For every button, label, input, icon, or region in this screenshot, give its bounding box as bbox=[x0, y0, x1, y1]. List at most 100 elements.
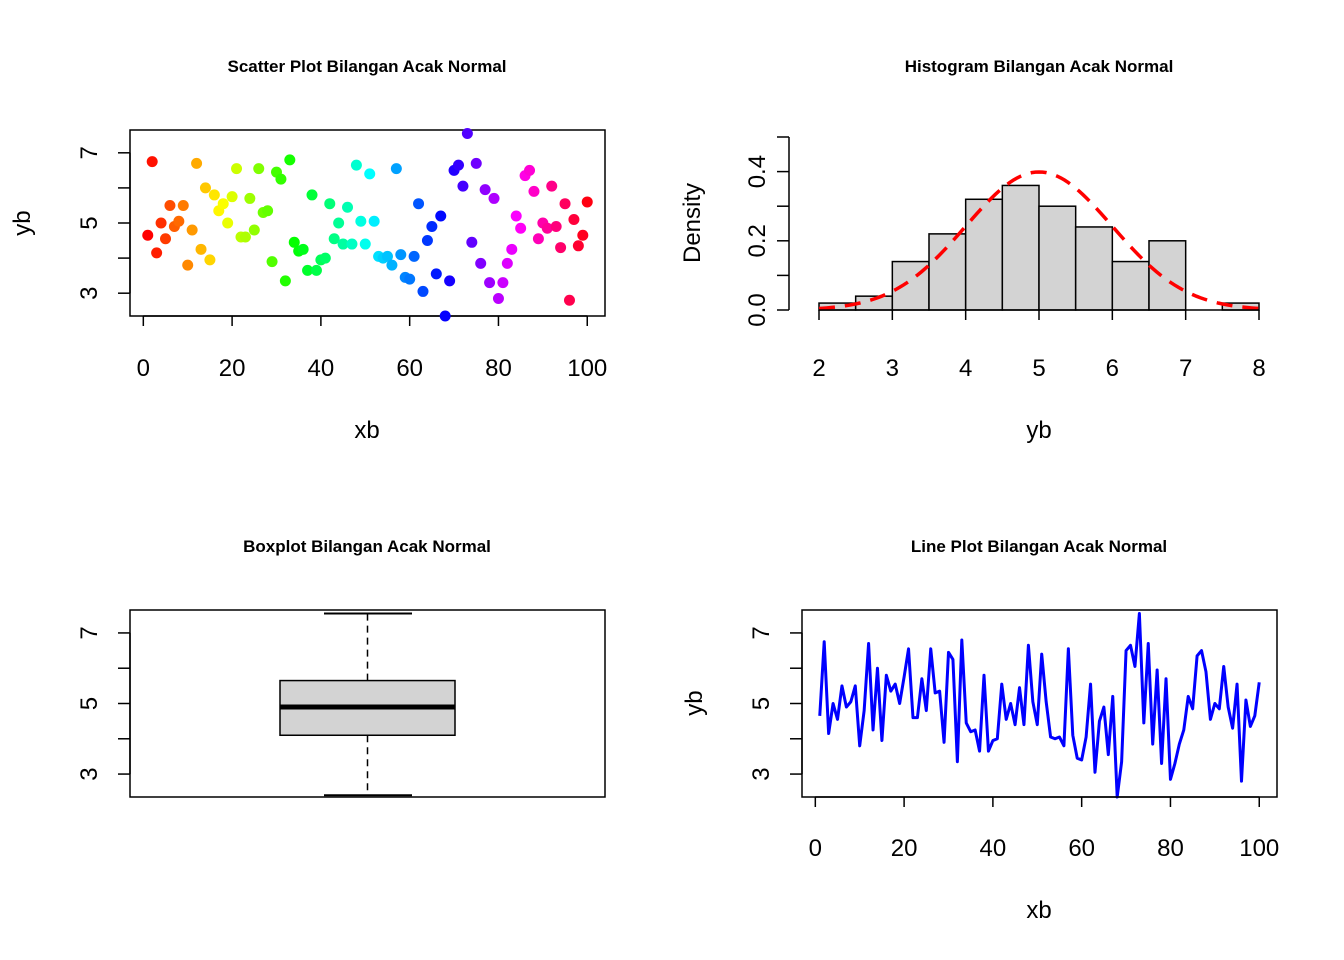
scatter-point bbox=[581, 196, 593, 208]
scatter-x-tick-label: 100 bbox=[567, 355, 607, 382]
histogram-bar bbox=[1038, 205, 1077, 311]
scatter-point bbox=[577, 229, 589, 241]
scatter-title: Scatter Plot Bilangan Acak Normal bbox=[227, 57, 506, 76]
scatter-point bbox=[572, 240, 584, 252]
scatter-point bbox=[310, 264, 322, 276]
lineplot-x-label: xb bbox=[1026, 897, 1051, 924]
scatter-point bbox=[528, 185, 540, 197]
boxplot-title: Boxplot Bilangan Acak Normal bbox=[243, 537, 491, 556]
scatter-x-tick-label: 60 bbox=[396, 355, 423, 382]
histogram-y-tick-label: 0.4 bbox=[744, 155, 771, 188]
boxplot-y-tick-label: 7 bbox=[76, 626, 103, 639]
histogram-bar bbox=[1111, 260, 1150, 311]
boxplot-box bbox=[279, 612, 456, 797]
lineplot-x-tick-label: 80 bbox=[1157, 835, 1184, 862]
scatter-point bbox=[324, 198, 336, 210]
scatter-point bbox=[386, 259, 398, 271]
boxplot-axes: 3 5 7 bbox=[76, 626, 131, 781]
histogram-x-label: yb bbox=[1026, 417, 1051, 444]
scatter-point bbox=[262, 205, 274, 217]
scatter-point bbox=[541, 222, 553, 234]
scatter-point bbox=[368, 215, 380, 227]
scatter-y-tick-label: 3 bbox=[76, 287, 103, 300]
lineplot-y-label: yb bbox=[681, 690, 708, 715]
scatter-point bbox=[413, 198, 425, 210]
scatter-point bbox=[173, 215, 185, 227]
scatter-point bbox=[524, 164, 536, 176]
scatter-point bbox=[266, 256, 278, 268]
scatter-point bbox=[417, 285, 429, 297]
scatter-point bbox=[182, 259, 194, 271]
scatter-point bbox=[466, 236, 478, 248]
histogram-x-tick-label: 6 bbox=[1106, 355, 1119, 382]
scatter-point bbox=[568, 213, 580, 225]
scatter-point bbox=[186, 224, 198, 236]
scatter-panel: Scatter Plot Bilangan Acak Normal 0 20 40 6… bbox=[9, 57, 607, 444]
scatter-point bbox=[532, 233, 544, 245]
histogram-x-tick-label: 7 bbox=[1179, 355, 1192, 382]
scatter-plot-frame bbox=[129, 129, 606, 317]
lineplot-x-tick-label: 0 bbox=[809, 835, 822, 862]
lineplot-axes: 0 20 40 60 80 100 3 5 7 bbox=[748, 626, 1279, 862]
scatter-point bbox=[506, 243, 518, 255]
scatter-point bbox=[501, 257, 513, 269]
scatter-point bbox=[195, 243, 207, 255]
scatter-x-tick-label: 20 bbox=[219, 355, 246, 382]
lineplot-y-tick-label: 7 bbox=[748, 626, 775, 639]
lineplot-panel: Line Plot Bilangan Acak Normal 0 20 40 60 80… bbox=[681, 537, 1279, 924]
scatter-point bbox=[244, 192, 256, 204]
scatter-point bbox=[390, 163, 402, 175]
scatter-point bbox=[155, 217, 167, 229]
histogram-bar bbox=[1148, 240, 1187, 311]
scatter-point bbox=[510, 210, 522, 222]
scatter-y-tick-label: 7 bbox=[76, 146, 103, 159]
scatter-point bbox=[453, 159, 465, 171]
scatter-x-tick-label: 0 bbox=[137, 355, 150, 382]
scatter-point bbox=[160, 233, 172, 245]
histogram-y-label: Density bbox=[679, 183, 706, 263]
scatter-point bbox=[492, 292, 504, 304]
scatter-point bbox=[208, 189, 220, 201]
histogram-bar bbox=[1001, 184, 1040, 311]
scatter-point bbox=[302, 264, 314, 276]
scatter-point bbox=[470, 157, 482, 169]
scatter-point bbox=[142, 229, 154, 241]
scatter-point bbox=[284, 154, 296, 166]
scatter-point bbox=[435, 210, 447, 222]
scatter-point bbox=[346, 238, 358, 250]
scatter-point bbox=[217, 198, 229, 210]
scatter-point bbox=[342, 201, 354, 213]
scatter-point bbox=[488, 192, 500, 204]
scatter-point bbox=[359, 238, 371, 250]
scatter-point bbox=[497, 277, 509, 289]
histogram-x-tick-label: 5 bbox=[1032, 355, 1045, 382]
scatter-axes: 0 20 40 60 80 100 3 5 7 bbox=[76, 146, 607, 382]
scatter-point bbox=[430, 268, 442, 280]
scatter-point bbox=[177, 199, 189, 211]
scatter-point bbox=[226, 191, 238, 203]
histogram-panel: Histogram Bilangan Acak Normal 2 3 4 5 6 7 8 0.… bbox=[679, 57, 1266, 444]
lineplot-x-tick-label: 40 bbox=[980, 835, 1007, 862]
scatter-point bbox=[546, 180, 558, 192]
scatter-point bbox=[306, 189, 318, 201]
lineplot-y-tick-label: 3 bbox=[748, 767, 775, 780]
scatter-point bbox=[444, 275, 456, 287]
scatter-point bbox=[395, 249, 407, 261]
scatter-point bbox=[297, 243, 309, 255]
scatter-point bbox=[239, 231, 251, 243]
scatter-point bbox=[381, 250, 393, 262]
scatter-point bbox=[222, 217, 234, 229]
scatter-point bbox=[550, 221, 562, 233]
histogram-axes: 2 3 4 5 6 7 8 0.0 0.2 0.4 bbox=[744, 136, 1266, 382]
lineplot-x-tick-label: 60 bbox=[1068, 835, 1095, 862]
scatter-point bbox=[191, 157, 203, 169]
scatter-point bbox=[479, 184, 491, 196]
scatter-x-label: xb bbox=[354, 417, 379, 444]
scatter-point bbox=[319, 252, 331, 264]
scatter-point bbox=[146, 156, 158, 168]
histogram-x-tick-label: 2 bbox=[812, 355, 825, 382]
line-series bbox=[818, 612, 1261, 799]
scatter-point bbox=[355, 215, 367, 227]
scatter-x-tick-label: 40 bbox=[308, 355, 335, 382]
scatter-point bbox=[515, 222, 527, 234]
